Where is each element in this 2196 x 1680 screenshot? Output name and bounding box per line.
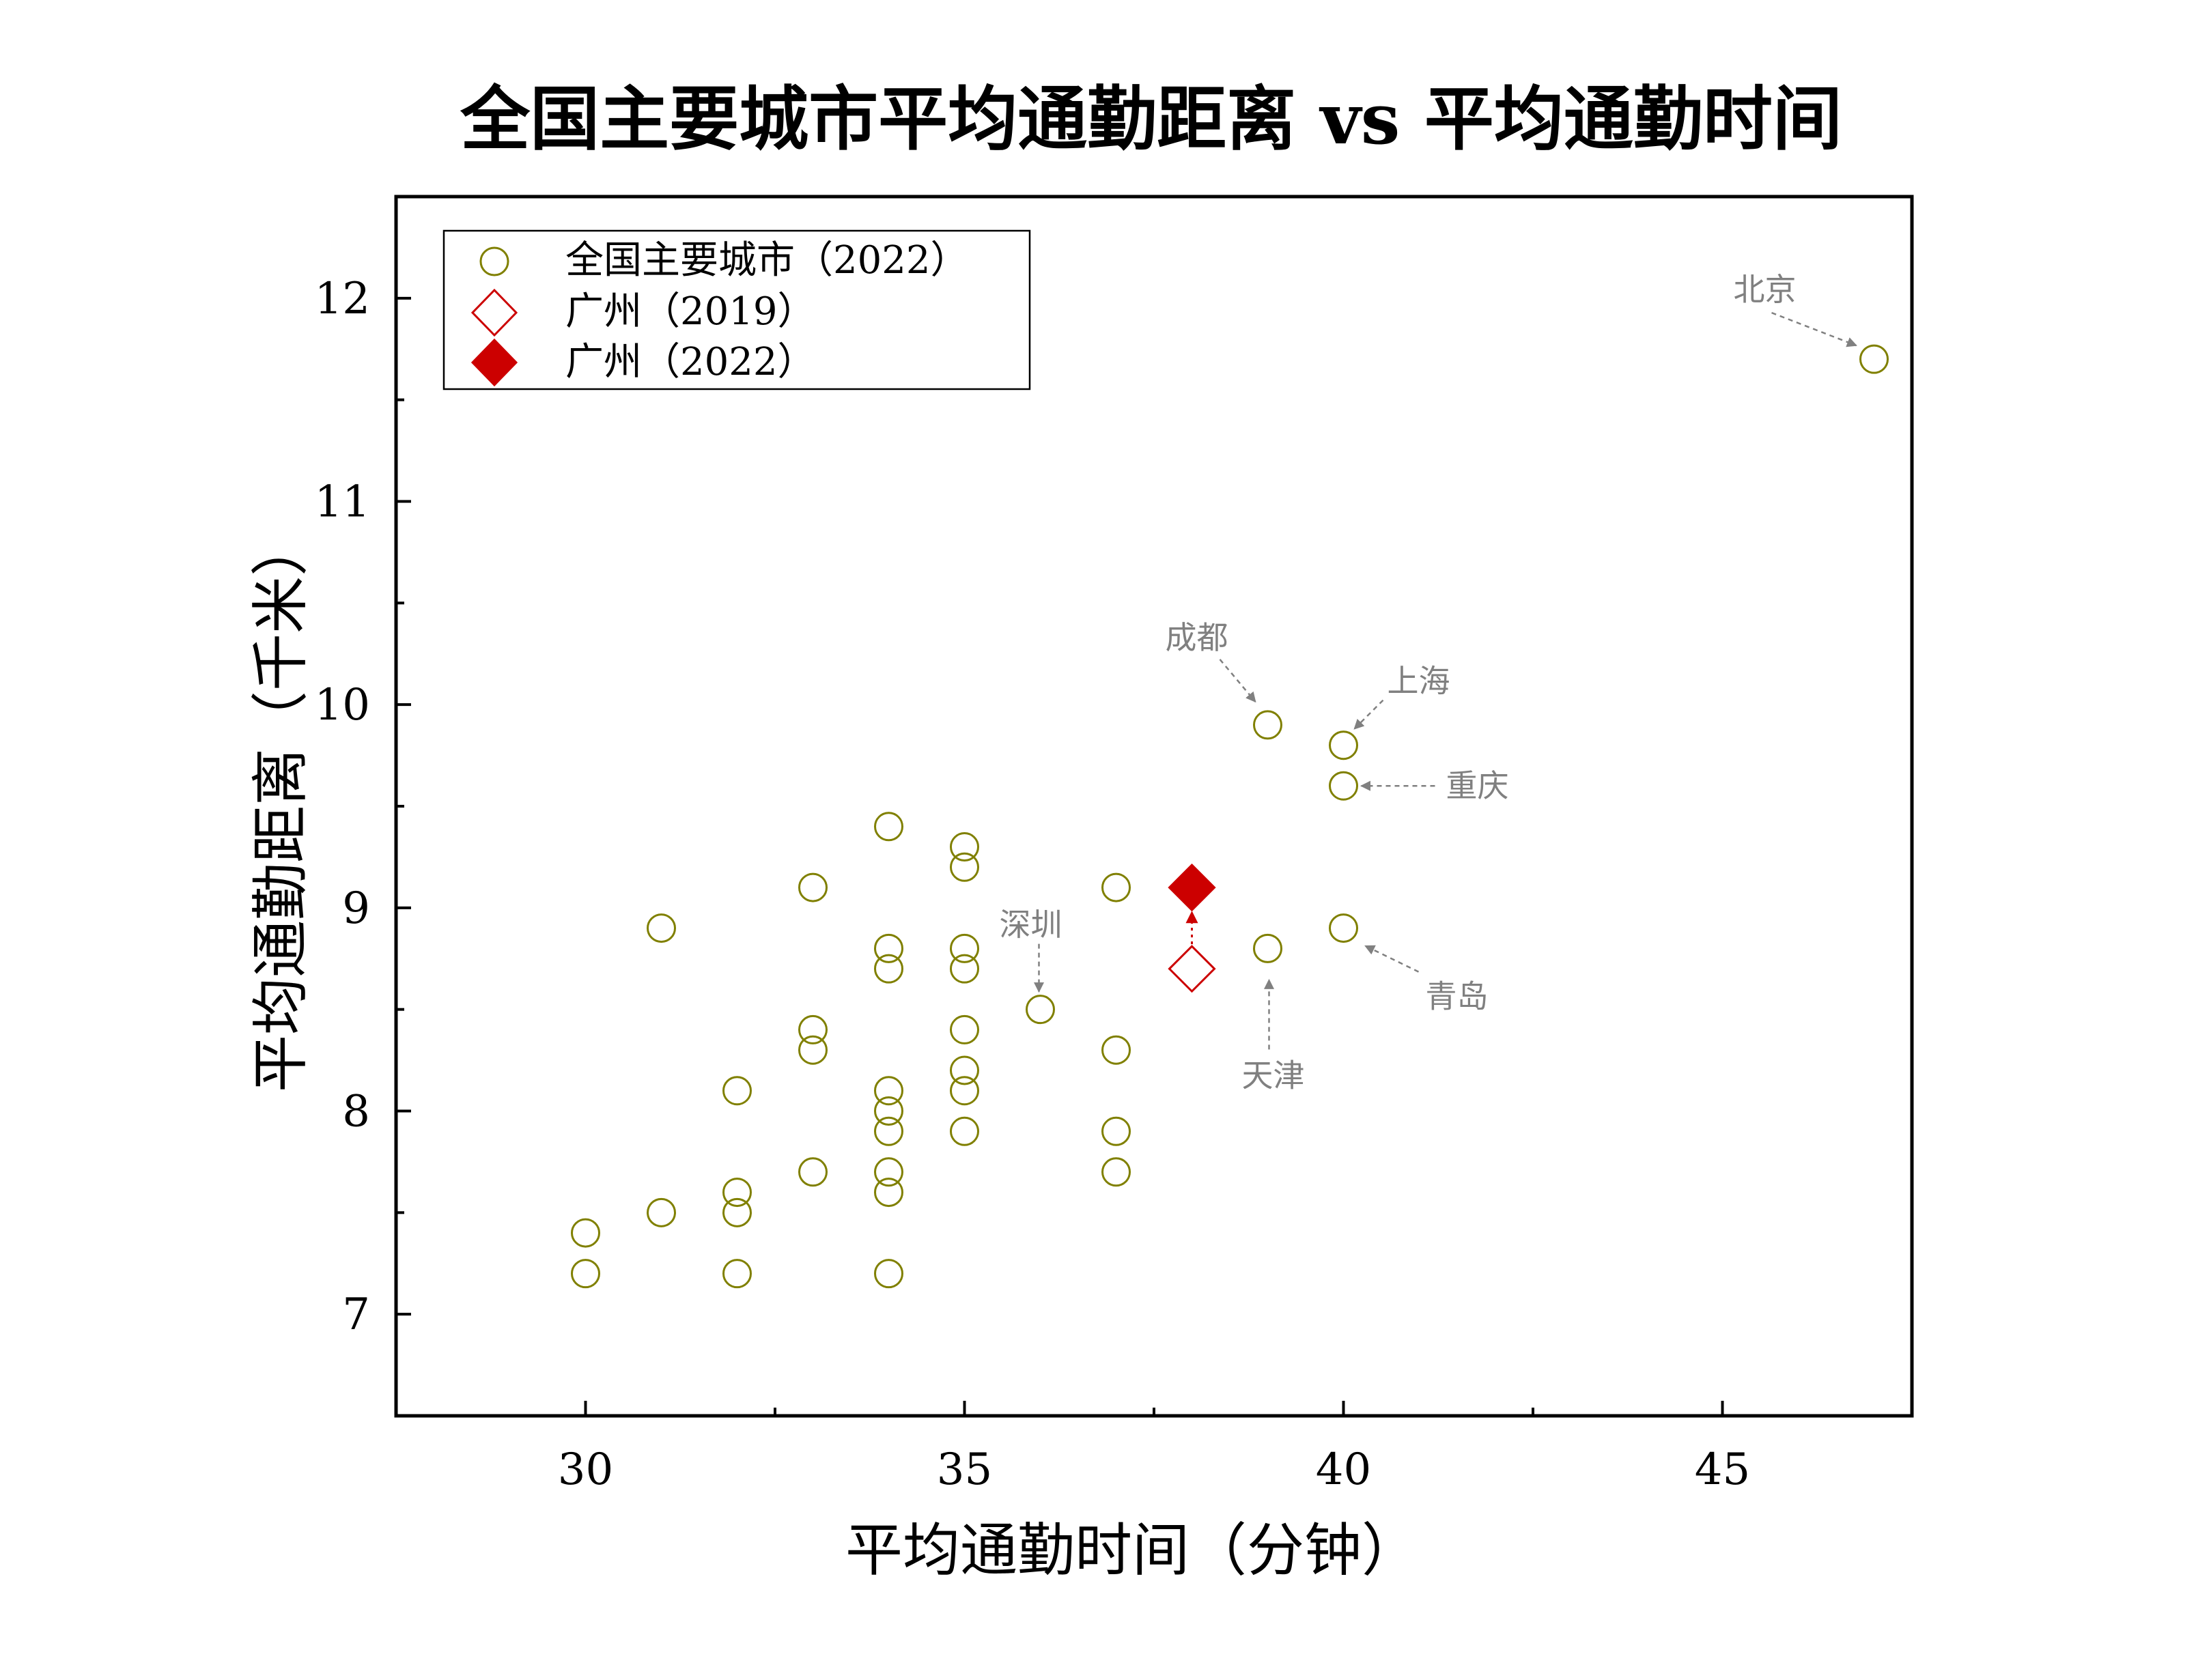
- y-tick-label: 7: [342, 1290, 370, 1340]
- city-point: [798, 1035, 828, 1065]
- city-point: [874, 1116, 903, 1146]
- city-point: [950, 852, 979, 882]
- legend: 全国主要城市（2022） 广州（2019） 广州（2022）: [442, 229, 1031, 390]
- annotation-label: 重庆: [1446, 767, 1509, 804]
- city-point: [1101, 1035, 1131, 1065]
- annotation-arrow: [1353, 699, 1384, 730]
- city-point: [571, 1259, 600, 1289]
- guangzhou-2022-point: [1168, 863, 1216, 912]
- city-point: [722, 1197, 752, 1227]
- annotation-label: 北京: [1734, 271, 1797, 308]
- city-point: [874, 1259, 903, 1289]
- city-point: [874, 1178, 903, 1208]
- chart-title: 全国主要城市平均通勤距离 vs 平均通勤时间: [460, 79, 1842, 160]
- annotation-label: 天津: [1242, 1057, 1305, 1094]
- city-point: [950, 1076, 979, 1106]
- y-tick-label: 8: [342, 1087, 370, 1137]
- city-point: [722, 1259, 752, 1289]
- city-point: [798, 1014, 828, 1044]
- city-point: [1329, 771, 1358, 801]
- legend-marker-gz-2019: [470, 288, 518, 337]
- legend-label-gz-2022: 广州（2022）: [565, 340, 816, 384]
- city-point: [950, 1116, 979, 1146]
- city-point: [1253, 933, 1282, 963]
- city-point: [1101, 872, 1131, 902]
- city-point: [798, 872, 828, 902]
- city-point: [571, 1218, 600, 1248]
- legend-label-cities: 全国主要城市（2022）: [565, 238, 969, 283]
- x-axis: 30 35 40 45: [558, 1401, 1913, 1495]
- y-axis-label: 平均通勤距离（千米）: [247, 519, 314, 1092]
- city-point: [647, 913, 676, 943]
- city-point: [950, 1014, 979, 1044]
- city-point: [950, 954, 979, 984]
- city-point: [874, 1076, 903, 1106]
- x-tick-label: 45: [1695, 1444, 1750, 1495]
- city-point: [798, 1157, 828, 1187]
- annotation-label: 上海: [1388, 663, 1450, 700]
- x-tick-label: 40: [1316, 1444, 1371, 1495]
- y-tick-label: 9: [342, 883, 370, 934]
- city-point: [874, 812, 903, 842]
- city-point: [1101, 1116, 1131, 1146]
- x-tick-label: 30: [558, 1444, 613, 1495]
- legend-label-gz-2019: 广州（2019）: [565, 289, 816, 334]
- city-point: [1329, 730, 1358, 760]
- city-point: [950, 933, 979, 963]
- city-point: [950, 832, 979, 862]
- y-axis: 7 8 9 10 11 12: [315, 195, 411, 1340]
- annotation-arrow: [1771, 311, 1857, 347]
- y-tick-label: 10: [315, 680, 370, 730]
- y-tick-label: 11: [315, 477, 370, 528]
- y-tick-label: 12: [315, 274, 370, 324]
- city-point: [874, 1157, 903, 1187]
- annotation-arrow: [1364, 945, 1420, 973]
- annotation-label: 深圳: [1000, 907, 1062, 943]
- city-point: [874, 1096, 903, 1126]
- legend-box: [442, 229, 1031, 390]
- annotation-label: 成都: [1166, 619, 1228, 656]
- city-point: [874, 954, 903, 984]
- city-point: [950, 1055, 979, 1085]
- city-point: [1026, 995, 1055, 1025]
- city-point: [1101, 1157, 1131, 1187]
- legend-marker-gz-2022: [470, 338, 518, 387]
- annotation-label: 青岛: [1426, 978, 1489, 1015]
- city-point: [722, 1178, 752, 1208]
- city-point: [647, 1197, 676, 1227]
- guangzhou-2019-point: [1168, 945, 1216, 993]
- city-point: [1859, 344, 1889, 374]
- city-point: [722, 1076, 752, 1106]
- legend-marker-cities: [479, 246, 509, 276]
- city-point: [1253, 710, 1282, 740]
- data-points: [571, 344, 1889, 1289]
- city-point: [1329, 913, 1358, 943]
- annotation-arrow: [1219, 659, 1256, 703]
- x-axis-label: 平均通勤时间（分钟）: [845, 1517, 1419, 1584]
- x-tick-label: 35: [937, 1444, 992, 1495]
- city-point: [874, 933, 903, 963]
